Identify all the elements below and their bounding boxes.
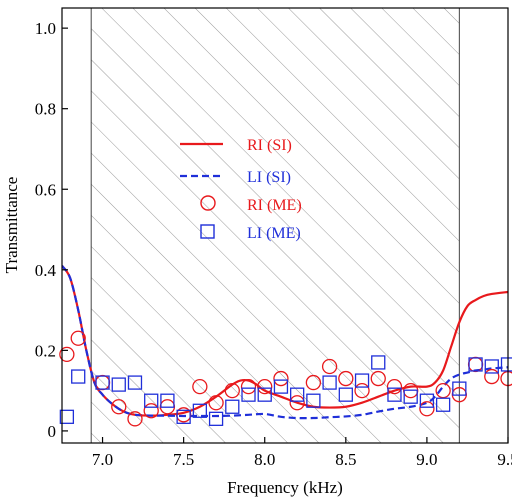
marker-square bbox=[468, 357, 483, 372]
marker-circle bbox=[224, 382, 240, 399]
shaded-band bbox=[90, 7, 460, 444]
marker-square bbox=[127, 375, 143, 390]
marker-square bbox=[95, 375, 110, 390]
marker-square bbox=[111, 377, 126, 392]
marker-circle bbox=[192, 378, 208, 395]
marker-square bbox=[354, 373, 370, 388]
y-axis-title: Transmittance bbox=[2, 177, 21, 274]
legend: RI (SI) LI (SI) RI (ME) LI (ME) bbox=[180, 137, 302, 242]
marker-circle bbox=[289, 395, 305, 411]
legend-label-li-si: LI (SI) bbox=[247, 169, 291, 186]
marker-square bbox=[144, 393, 159, 408]
y-tick-label: 0.6 bbox=[35, 180, 56, 199]
marker-circle bbox=[59, 346, 75, 363]
marker-square bbox=[176, 409, 191, 424]
marker-circle bbox=[321, 358, 338, 375]
marker-circle bbox=[484, 368, 500, 385]
marker-square bbox=[484, 359, 499, 374]
marker-square bbox=[59, 409, 75, 424]
x-tick-label: 9.5 bbox=[497, 450, 512, 469]
marker-square bbox=[419, 393, 435, 408]
legend-swatch-ri-me bbox=[200, 195, 216, 211]
y-tick-label: 0 bbox=[48, 422, 57, 441]
marker-square bbox=[500, 357, 512, 372]
marker-circle bbox=[419, 401, 435, 417]
y-tick-label: 1.0 bbox=[35, 19, 56, 38]
x-axis-title: Frequency (kHz) bbox=[227, 478, 343, 497]
marker-circle bbox=[240, 378, 257, 395]
marker-square bbox=[403, 389, 418, 404]
marker-square bbox=[192, 403, 208, 418]
marker-circle bbox=[338, 370, 354, 387]
legend-label-ri-me: RI (ME) bbox=[247, 197, 302, 214]
marker-square bbox=[225, 399, 240, 414]
marker-square bbox=[322, 375, 337, 390]
marker-circle bbox=[467, 356, 484, 373]
marker-circle bbox=[273, 370, 289, 387]
marker-circle bbox=[386, 378, 403, 395]
marker-circle bbox=[500, 370, 512, 387]
marker-square bbox=[371, 355, 386, 370]
marker-square bbox=[338, 387, 353, 402]
y-tick-label: 0.4 bbox=[35, 261, 57, 280]
y-axis: 0 0.2 0.4 0.6 0.8 1.0 bbox=[35, 19, 68, 441]
marker-circle bbox=[127, 411, 143, 427]
marker-square bbox=[241, 387, 256, 402]
series-line-1 bbox=[62, 265, 508, 420]
marker-square bbox=[208, 411, 224, 426]
x-tick-label: 7.0 bbox=[92, 450, 113, 469]
marker-square bbox=[257, 387, 272, 402]
marker-circle bbox=[305, 374, 322, 391]
legend-swatch-li-me bbox=[200, 224, 215, 239]
plot-frame bbox=[61, 7, 509, 444]
marker-circle bbox=[143, 403, 159, 419]
series-line-0 bbox=[62, 265, 508, 417]
x-tick-label: 8.0 bbox=[254, 450, 275, 469]
marker-circle bbox=[208, 395, 224, 411]
marker-square bbox=[387, 387, 402, 402]
marker-circle bbox=[370, 370, 386, 387]
marker-square bbox=[452, 381, 467, 396]
legend-label-li-me: LI (ME) bbox=[247, 225, 301, 242]
x-tick-label: 8.5 bbox=[335, 450, 356, 469]
x-tick-label: 9.0 bbox=[416, 450, 437, 469]
marker-square bbox=[160, 393, 175, 408]
marker-square bbox=[71, 369, 86, 384]
y-tick-label: 0.8 bbox=[35, 100, 56, 119]
legend-label-ri-si: RI (SI) bbox=[247, 137, 292, 154]
y-tick-label: 0.2 bbox=[35, 341, 56, 360]
marker-circle bbox=[111, 399, 127, 415]
marker-square bbox=[306, 393, 321, 408]
marker-circle bbox=[70, 330, 86, 346]
marker-circle bbox=[257, 378, 273, 395]
x-tick-label: 7.5 bbox=[173, 450, 194, 469]
marker-square bbox=[273, 379, 289, 394]
marker-square bbox=[435, 397, 451, 412]
x-axis: 7.0 7.5 8.0 8.5 9.0 9.5 bbox=[92, 437, 512, 469]
marker-square bbox=[290, 387, 305, 402]
marker-circle bbox=[354, 382, 370, 399]
